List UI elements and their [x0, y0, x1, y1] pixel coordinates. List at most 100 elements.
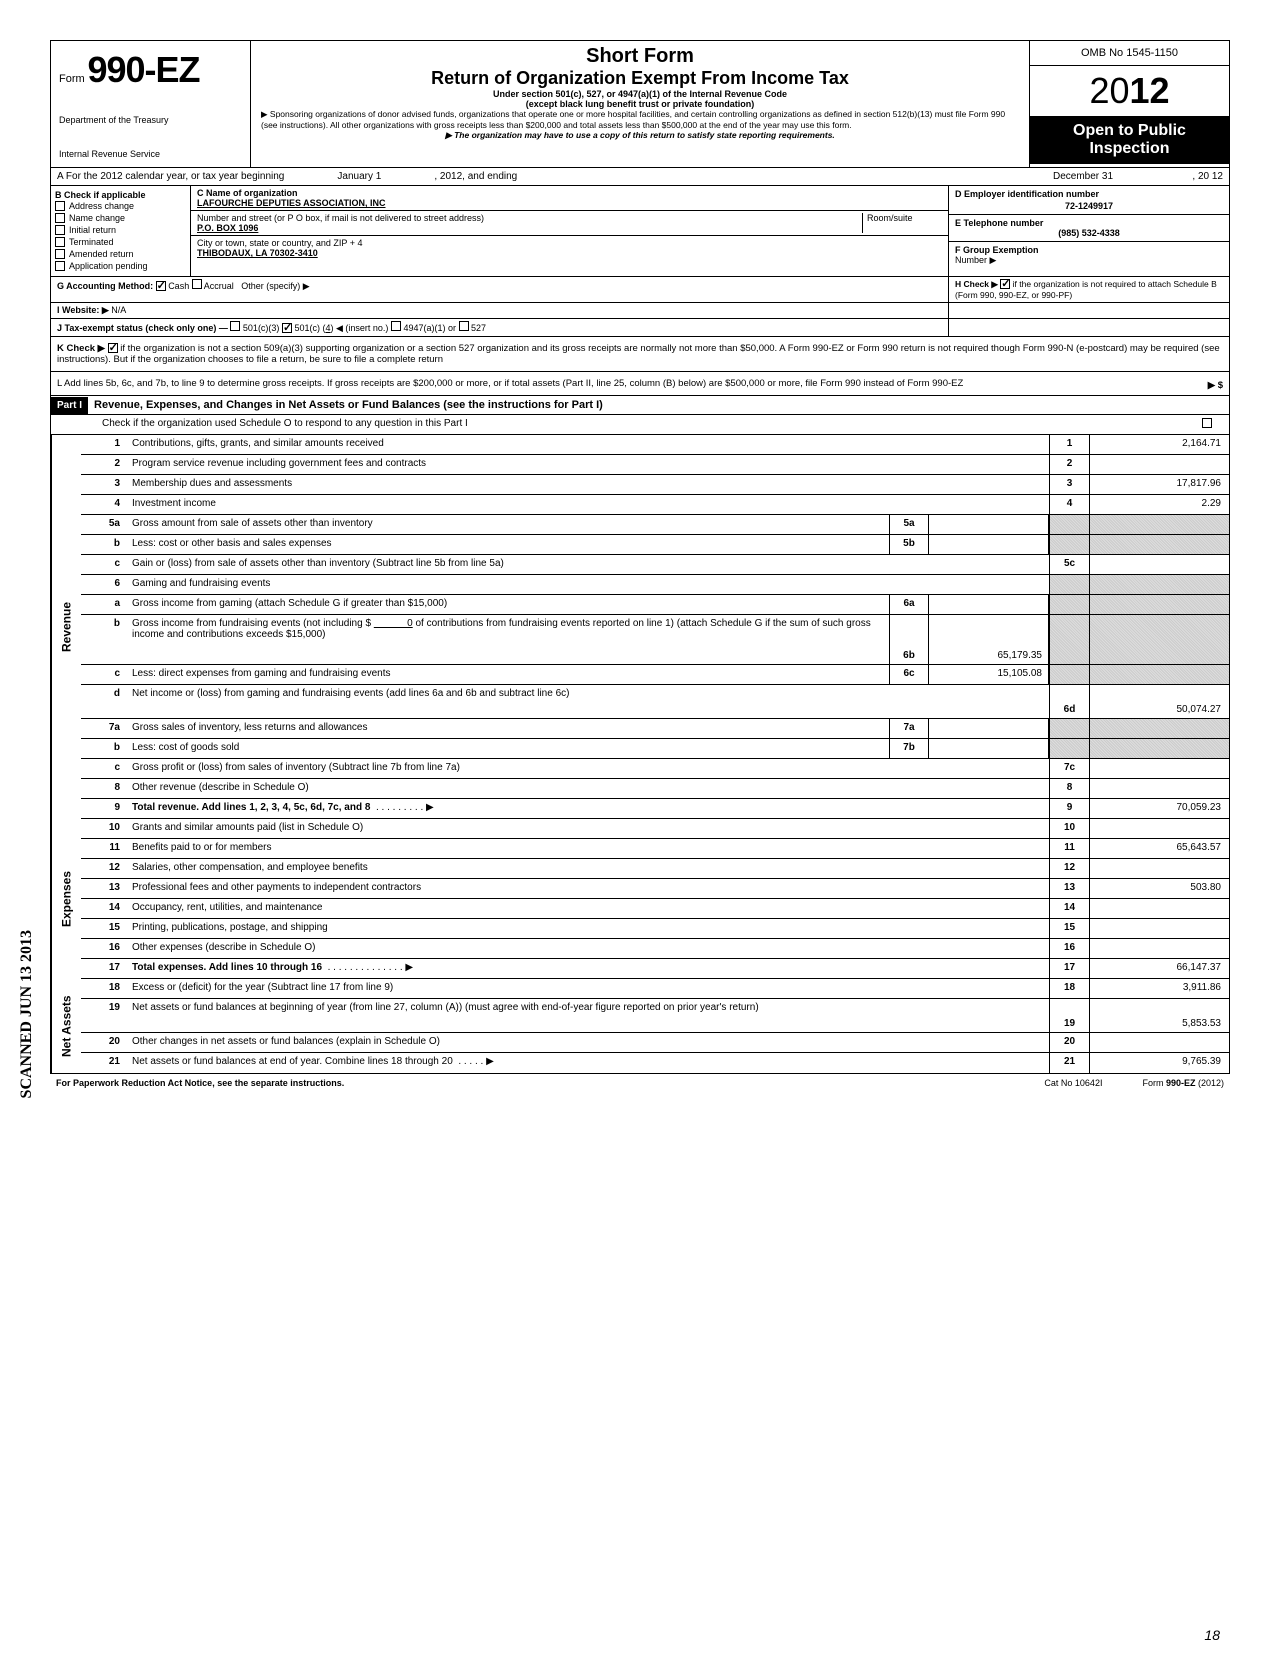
- line-1: 1Contributions, gifts, grants, and simil…: [81, 435, 1229, 455]
- year-column: OMB No 1545-1150 2012 Open to Public Ins…: [1029, 41, 1229, 167]
- side-expenses: Expenses: [51, 819, 81, 979]
- form-number: 990-EZ: [87, 49, 199, 90]
- row-k: K Check ▶ if the organization is not a s…: [51, 337, 1229, 372]
- line-10: 10Grants and similar amounts paid (list …: [81, 819, 1229, 839]
- i-website: I Website: ▶ N/A: [51, 303, 949, 318]
- open-line-2: Inspection: [1036, 140, 1223, 158]
- chk-527[interactable]: [459, 321, 469, 331]
- line-13: 13Professional fees and other payments t…: [81, 879, 1229, 899]
- chk-amended[interactable]: Amended return: [55, 248, 186, 260]
- subtitle-1: Under section 501(c), 527, or 4947(a)(1)…: [261, 89, 1019, 99]
- expenses-section: Expenses 10Grants and similar amounts pa…: [51, 819, 1229, 979]
- row-a: A For the 2012 calendar year, or tax yea…: [51, 168, 1229, 186]
- chk-k[interactable]: [108, 343, 118, 353]
- chk-cash[interactable]: [156, 281, 166, 291]
- row-a-label: A For the 2012 calendar year, or tax yea…: [57, 171, 284, 182]
- line-17: 17Total expenses. Add lines 10 through 1…: [81, 959, 1229, 979]
- chk-part1[interactable]: [1202, 418, 1212, 428]
- revenue-section: Revenue 1Contributions, gifts, grants, a…: [51, 435, 1229, 819]
- scanned-stamp: SCANNED JUN 13 2013: [18, 930, 36, 1098]
- part1-label: Part I: [51, 397, 88, 414]
- ein-value: 72-1249917: [955, 199, 1223, 211]
- note-2: ▶ The organization may have to use a cop…: [261, 130, 1019, 141]
- row-g-h: G Accounting Method: Cash Accrual Other …: [51, 277, 1229, 303]
- page-number: 18: [1204, 1627, 1220, 1643]
- side-revenue: Revenue: [51, 435, 81, 819]
- line-14: 14Occupancy, rent, utilities, and mainte…: [81, 899, 1229, 919]
- note-1: ▶ Sponsoring organizations of donor advi…: [261, 109, 1019, 130]
- line-6b: bGross income from fundraising events (n…: [81, 615, 1229, 665]
- chk-name[interactable]: Name change: [55, 212, 186, 224]
- h-check: H Check ▶ if the organization is not req…: [949, 277, 1229, 302]
- row-i: I Website: ▶ N/A: [51, 303, 1229, 319]
- subtitle-2: (except black lung benefit trust or priv…: [261, 99, 1019, 109]
- open-line-1: Open to Public: [1036, 122, 1223, 140]
- row-a-mid: , 2012, and ending: [434, 171, 517, 182]
- e-label: E Telephone number (985) 532-4338: [949, 215, 1229, 242]
- side-net-assets: Net Assets: [51, 979, 81, 1073]
- footer-left: For Paperwork Reduction Act Notice, see …: [56, 1078, 1004, 1088]
- year-prefix: 20: [1089, 70, 1129, 111]
- website-value: N/A: [111, 305, 126, 315]
- line-16: 16Other expenses (describe in Schedule O…: [81, 939, 1229, 959]
- line-19: 19Net assets or fund balances at beginni…: [81, 999, 1229, 1033]
- line-4: 4Investment income42.29: [81, 495, 1229, 515]
- header-row: Form 990-EZ Department of the Treasury I…: [51, 41, 1229, 168]
- chk-h[interactable]: [1000, 279, 1010, 289]
- line-7c: cGross profit or (loss) from sales of in…: [81, 759, 1229, 779]
- part1-check-row: Check if the organization used Schedule …: [51, 415, 1229, 435]
- line-15: 15Printing, publications, postage, and s…: [81, 919, 1229, 939]
- column-c: C Name of organization LAFOURCHE DEPUTIE…: [191, 186, 949, 276]
- omb-number: OMB No 1545-1150: [1030, 41, 1229, 66]
- footer: For Paperwork Reduction Act Notice, see …: [50, 1074, 1230, 1092]
- l-arrow: ▶ $: [1188, 380, 1223, 391]
- chk-accrual[interactable]: [192, 279, 202, 289]
- f-label: F Group Exemption Number ▶: [949, 242, 1229, 269]
- dept-irs: Internal Revenue Service: [59, 149, 242, 159]
- form-990ez: Form 990-EZ Department of the Treasury I…: [50, 40, 1230, 1074]
- footer-mid: Cat No 10642I: [1004, 1078, 1142, 1088]
- line-20: 20Other changes in net assets or fund ba…: [81, 1033, 1229, 1053]
- j-tax-status: J Tax-exempt status (check only one) — 5…: [51, 319, 949, 336]
- line-5a: 5aGross amount from sale of assets other…: [81, 515, 1229, 535]
- phone-value: (985) 532-4338: [955, 228, 1223, 238]
- row-a-end: December 31: [1023, 171, 1143, 182]
- city-row: City or town, state or country, and ZIP …: [191, 236, 948, 260]
- chk-501c3[interactable]: [230, 321, 240, 331]
- line-6d: dNet income or (loss) from gaming and fu…: [81, 685, 1229, 719]
- line-7a: 7aGross sales of inventory, less returns…: [81, 719, 1229, 739]
- title-column: Short Form Return of Organization Exempt…: [251, 41, 1029, 167]
- row-l: L Add lines 5b, 6c, and 7b, to line 9 to…: [51, 372, 1229, 396]
- line-7b: bLess: cost of goods sold7b: [81, 739, 1229, 759]
- row-a-year: , 20 12: [1143, 171, 1223, 182]
- line-12: 12Salaries, other compensation, and empl…: [81, 859, 1229, 879]
- tax-year: 2012: [1030, 66, 1229, 116]
- org-name: LAFOURCHE DEPUTIES ASSOCIATION, INC: [197, 198, 386, 208]
- addr-row: Number and street (or P O box, if mail i…: [191, 211, 948, 236]
- room-suite: Room/suite: [862, 213, 942, 233]
- line-5c: cGain or (loss) from sale of assets othe…: [81, 555, 1229, 575]
- form-id-box: Form 990-EZ Department of the Treasury I…: [51, 41, 251, 167]
- city-value: THIBODAUX, LA 70302-3410: [197, 248, 318, 258]
- g-accounting: G Accounting Method: Cash Accrual Other …: [51, 277, 949, 302]
- line-6: 6Gaming and fundraising events: [81, 575, 1229, 595]
- chk-address[interactable]: Address change: [55, 200, 186, 212]
- open-to-public-box: Open to Public Inspection: [1030, 116, 1229, 164]
- b-label: B Check if applicable: [55, 190, 186, 200]
- footer-right: Form 990-EZ (2012): [1142, 1078, 1224, 1088]
- chk-4947[interactable]: [391, 321, 401, 331]
- c-label: C Name of organization LAFOURCHE DEPUTIE…: [191, 186, 948, 211]
- chk-501c[interactable]: [282, 323, 292, 333]
- chk-pending[interactable]: Application pending: [55, 260, 186, 272]
- short-form-label: Short Form: [261, 45, 1019, 68]
- line-21: 21Net assets or fund balances at end of …: [81, 1053, 1229, 1073]
- header-grid: B Check if applicable Address change Nam…: [51, 186, 1229, 277]
- net-assets-section: Net Assets 18Excess or (deficit) for the…: [51, 979, 1229, 1073]
- line-6c: cLess: direct expenses from gaming and f…: [81, 665, 1229, 685]
- line-18: 18Excess or (deficit) for the year (Subt…: [81, 979, 1229, 999]
- year-value: 12: [1130, 70, 1170, 111]
- chk-terminated[interactable]: Terminated: [55, 236, 186, 248]
- line-8: 8Other revenue (describe in Schedule O)8: [81, 779, 1229, 799]
- chk-initial[interactable]: Initial return: [55, 224, 186, 236]
- line-11: 11Benefits paid to or for members1165,64…: [81, 839, 1229, 859]
